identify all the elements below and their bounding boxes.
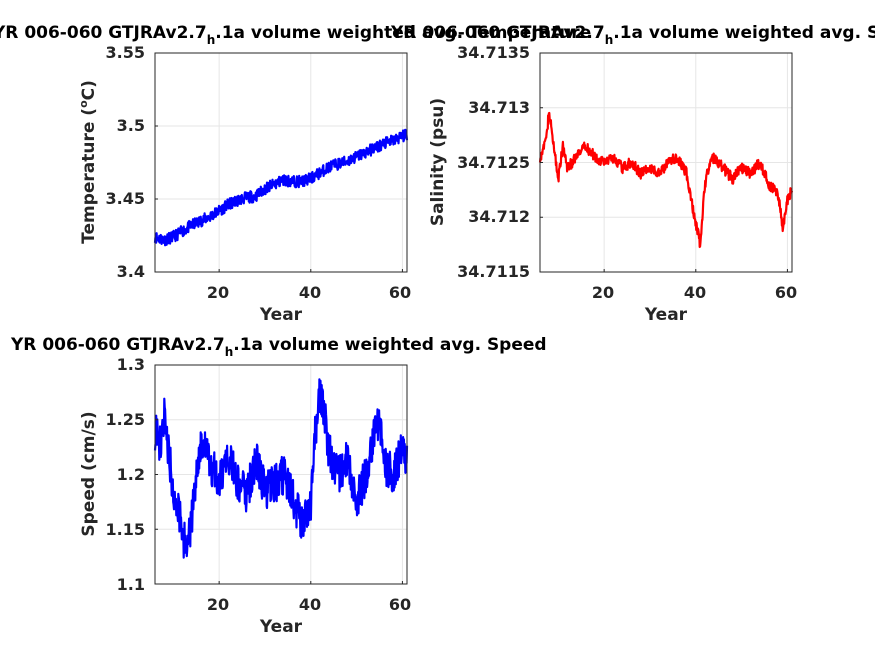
ytick-label: 1.2 xyxy=(117,465,145,484)
x-axis-label-salinity: Year xyxy=(644,305,688,325)
ytick-label: 3.55 xyxy=(106,43,145,62)
panel-speed: YR 006-060 GTJRAv2.7h.1a volume weighted… xyxy=(10,335,547,637)
tick-marks-speed xyxy=(155,364,403,585)
grid-temperature xyxy=(155,52,407,273)
ytick-label: 34.7135 xyxy=(457,43,530,62)
ytick-label: 1.1 xyxy=(117,575,145,594)
xtick-label: 20 xyxy=(207,595,229,614)
ytick-label: 34.7115 xyxy=(457,262,530,281)
ytick-label: 34.713 xyxy=(468,98,530,117)
tick-marks-temperature xyxy=(155,52,403,273)
ytick-label: 34.712 xyxy=(468,207,530,226)
xtick-label: 60 xyxy=(775,283,797,302)
xtick-label: 20 xyxy=(592,283,614,302)
ytick-label: 3.4 xyxy=(117,262,145,281)
xtick-label: 60 xyxy=(389,283,411,302)
chart-title-salinity: YR 006-060 GTJRAv2.7h.1a volume weighted… xyxy=(390,23,875,47)
ytick-label: 1.25 xyxy=(106,410,145,429)
series-line-speed xyxy=(153,378,409,559)
xtick-label: 20 xyxy=(207,283,229,302)
xtick-label: 40 xyxy=(684,283,706,302)
x-axis-label-speed: Year xyxy=(259,617,303,637)
panel-salinity: YR 006-060 GTJRAv2.7h.1a volume weighted… xyxy=(390,23,875,325)
xtick-label: 60 xyxy=(389,595,411,614)
chart-title-speed: YR 006-060 GTJRAv2.7h.1a volume weighted… xyxy=(10,335,547,359)
ytick-label: 3.45 xyxy=(106,189,145,208)
series-line-salinity xyxy=(538,111,794,249)
tick-marks-salinity xyxy=(540,52,788,273)
series-line-temperature xyxy=(153,128,409,247)
y-axis-label-salinity: Salinity (psu) xyxy=(428,98,448,226)
chart-title-temperature: YR 006-060 GTJRAv2.7h.1a volume weighted… xyxy=(0,23,591,47)
x-axis-label-temperature: Year xyxy=(259,305,303,325)
xtick-label: 40 xyxy=(299,595,321,614)
axes-box-temperature xyxy=(154,52,408,273)
ytick-label: 3.5 xyxy=(117,116,145,135)
xtick-label: 40 xyxy=(299,283,321,302)
ytick-label: 34.7125 xyxy=(457,153,530,172)
ytick-label: 1.3 xyxy=(117,355,145,374)
panel-temperature: YR 006-060 GTJRAv2.7h.1a volume weighted… xyxy=(0,23,591,325)
y-axis-label-speed: Speed (cm/s) xyxy=(79,411,99,536)
ytick-label: 1.15 xyxy=(106,520,145,539)
y-axis-label-temperature: Temperature (oC) xyxy=(77,80,99,244)
